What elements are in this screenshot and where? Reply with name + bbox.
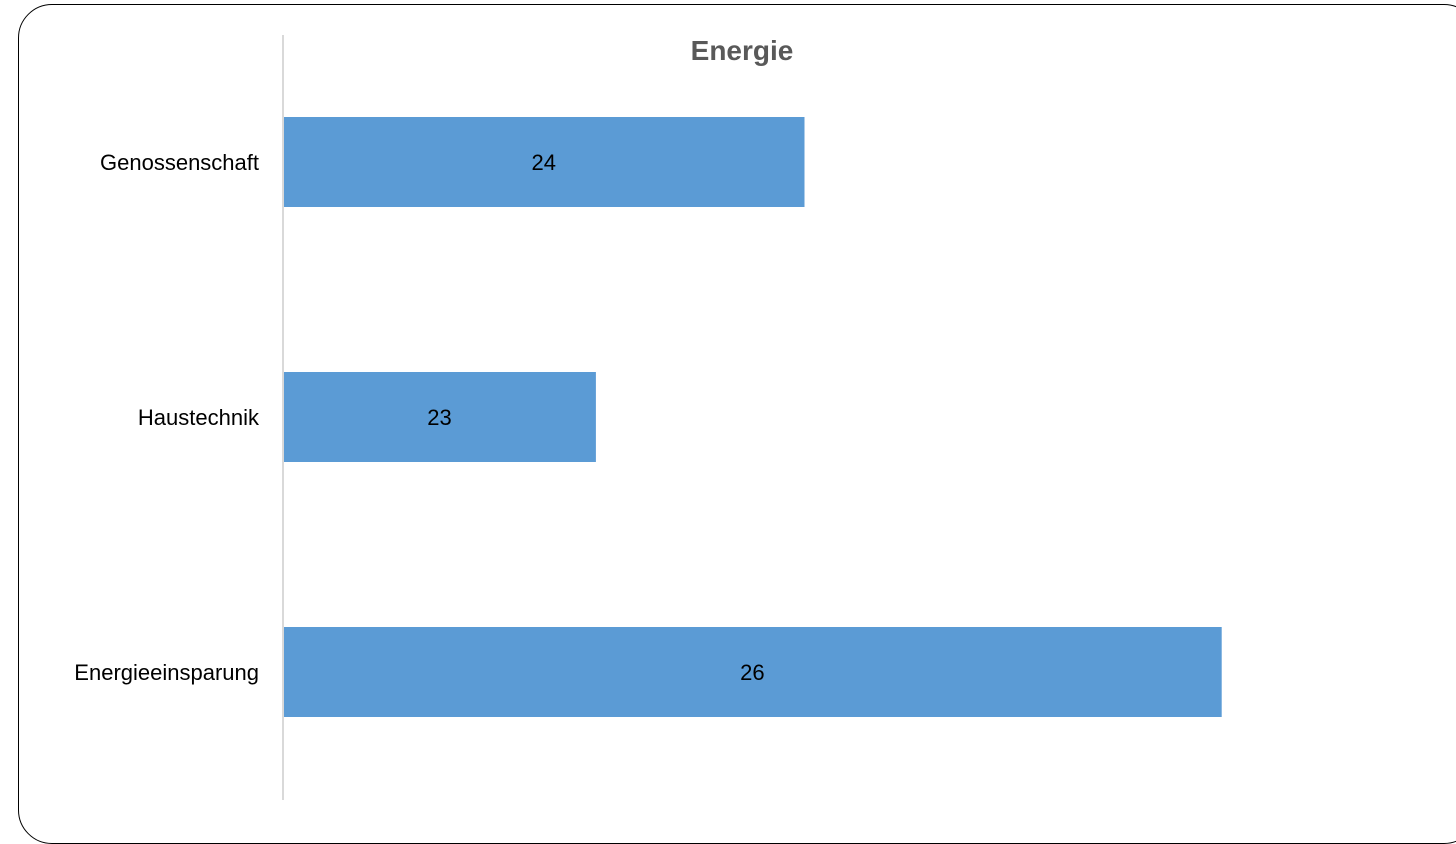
data-labels-group: 24 23 26 xyxy=(427,150,764,685)
category-label-haustechnik: Haustechnik xyxy=(138,405,260,430)
bars-group xyxy=(284,117,1222,717)
data-label-haustechnik: 23 xyxy=(427,405,451,430)
bar-energieeinsparung xyxy=(284,627,1222,717)
category-label-genossenschaft: Genossenschaft xyxy=(100,150,259,175)
bar-chart: Energie Genossenschaft Haustechnik Energie… xyxy=(74,35,1222,800)
bar-genossenschaft xyxy=(284,117,805,207)
category-labels-group: Genossenschaft Haustechnik Energieeinsparu… xyxy=(74,150,260,685)
category-label-energieeinsparung: Energieeinsparung xyxy=(74,660,259,685)
data-label-energieeinsparung: 26 xyxy=(740,660,764,685)
chart-title: Energie xyxy=(691,35,794,66)
data-label-genossenschaft: 24 xyxy=(532,150,556,175)
bar-haustechnik xyxy=(284,372,596,462)
